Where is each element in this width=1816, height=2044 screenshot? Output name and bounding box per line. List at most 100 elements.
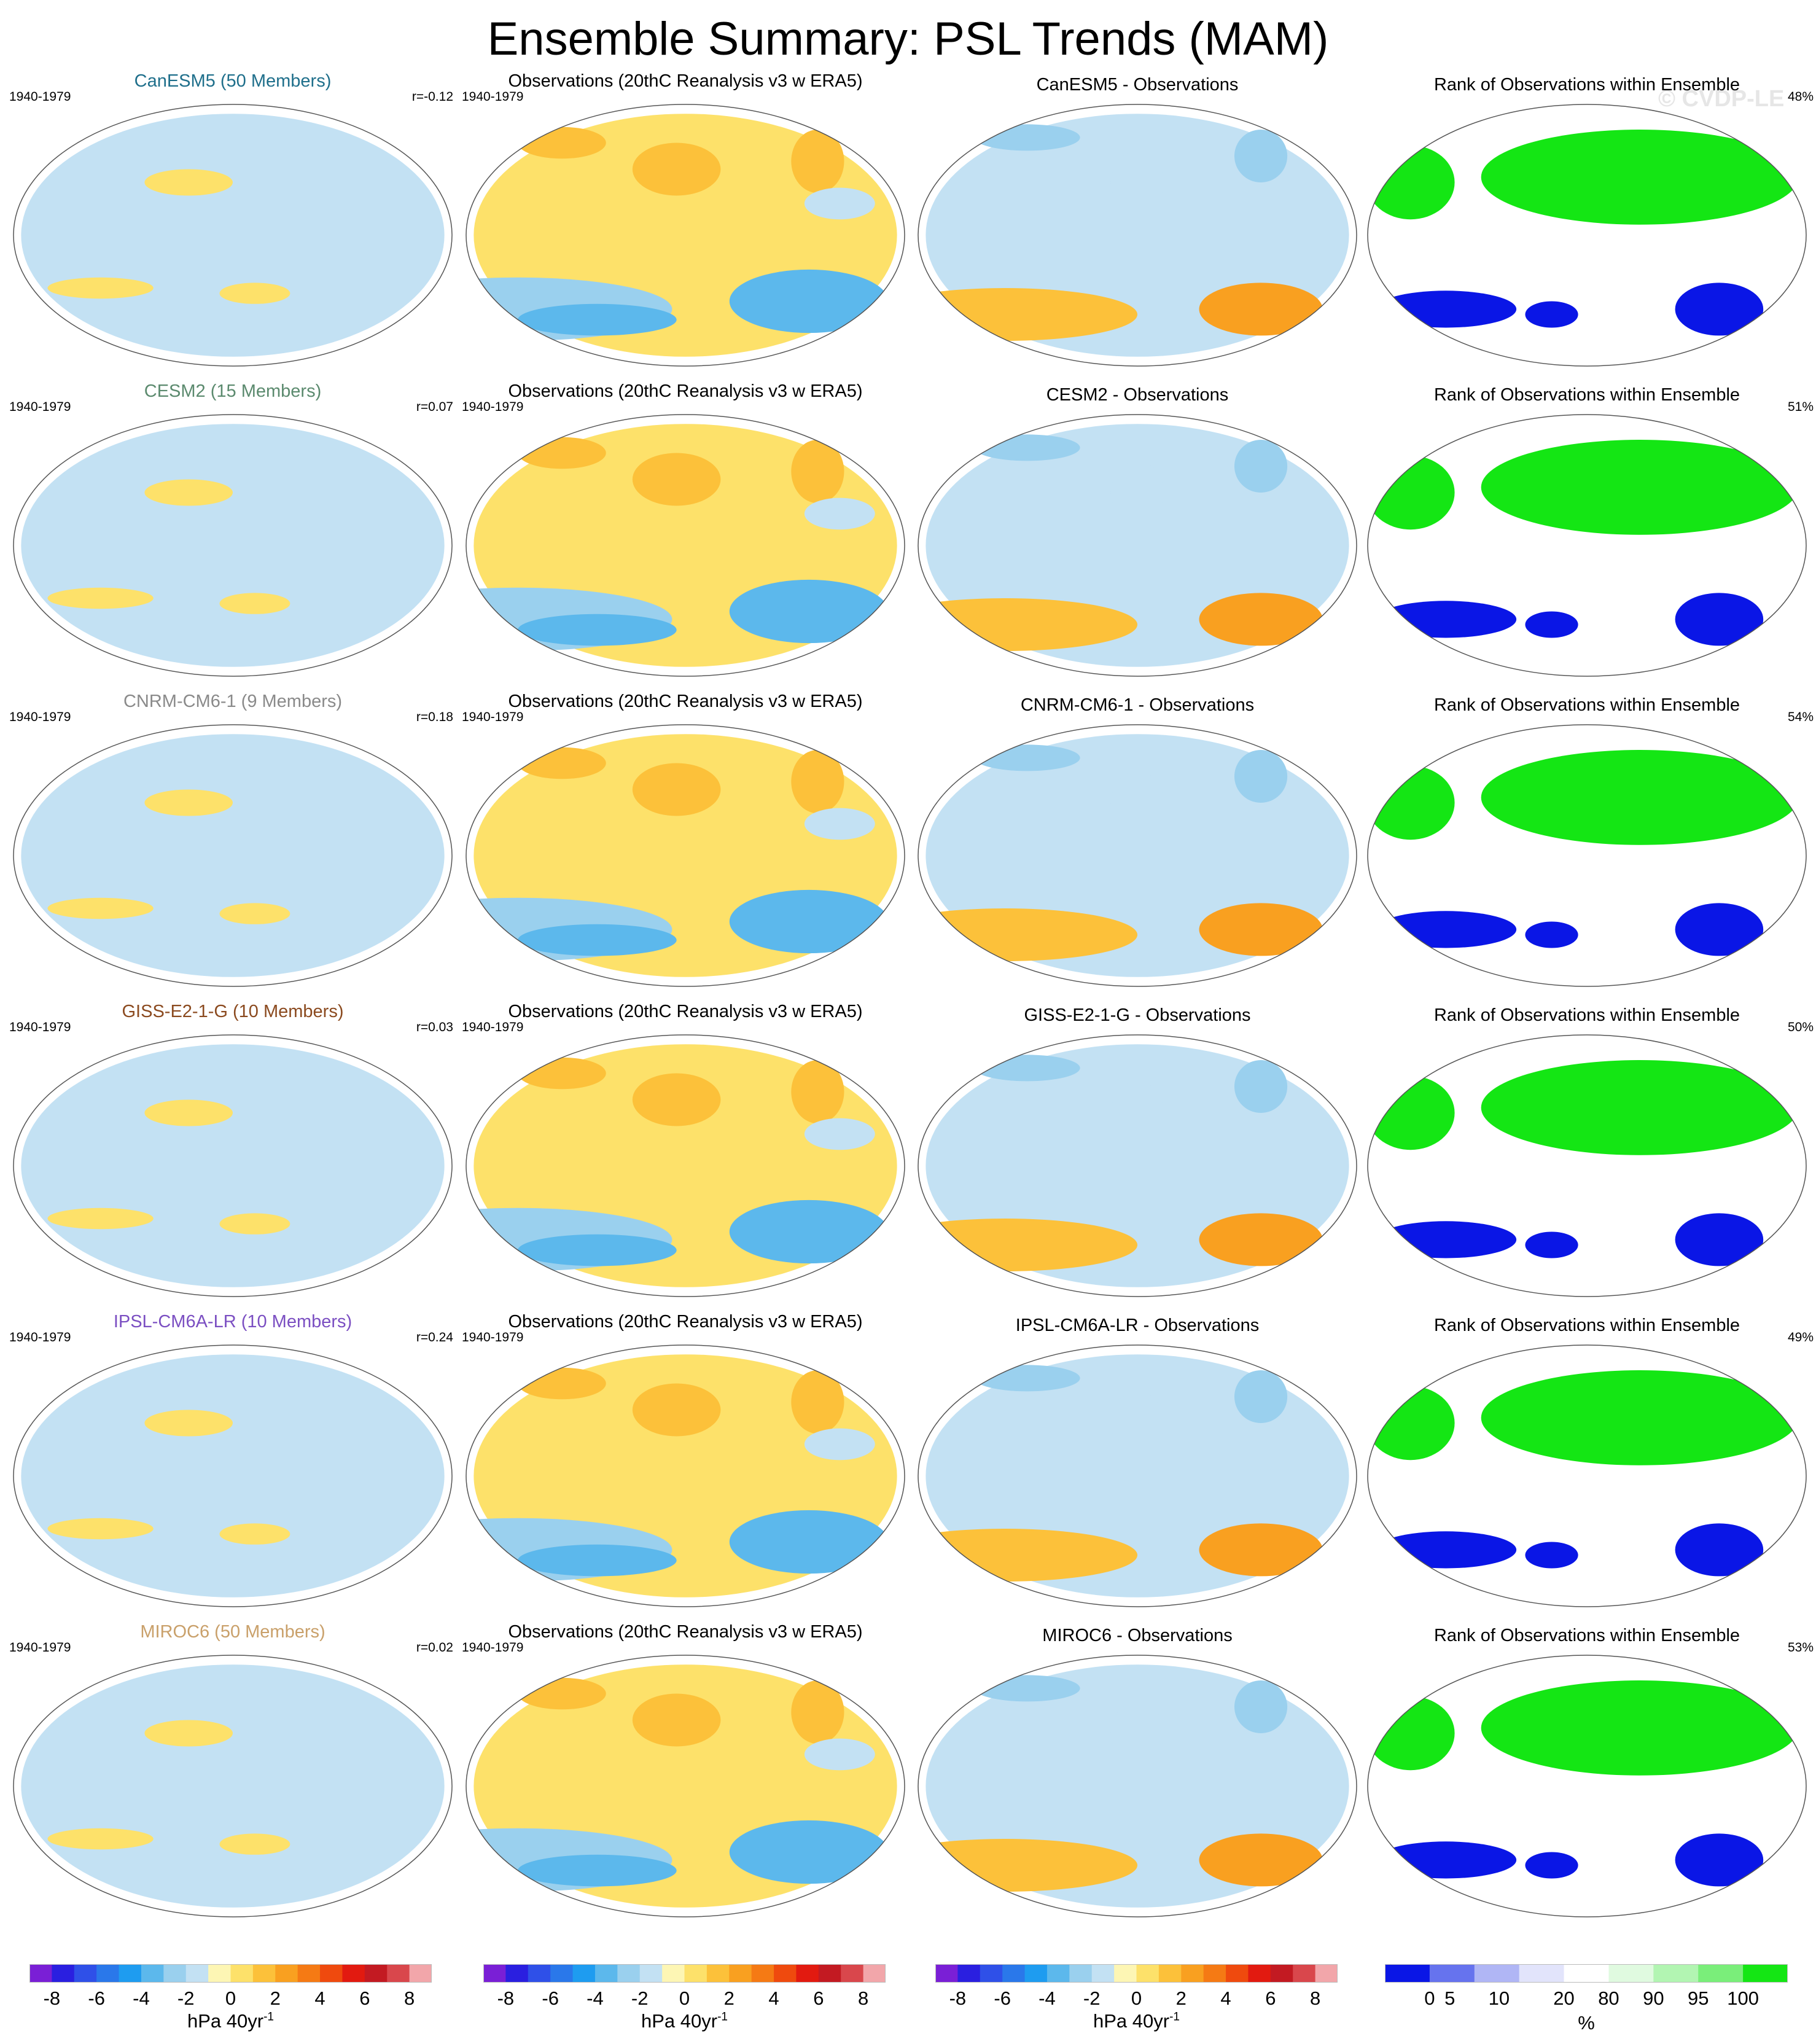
trend-contour-region [918,908,1137,961]
colorbar-tick-label: -6 [88,1987,105,2009]
trend-contour-region [791,440,844,504]
colorbar-swatch [1474,1964,1520,1983]
period-label: 1940-1979 [462,1640,524,1655]
rank-trend-map [1367,1655,1807,1917]
colorbar-swatch [342,1964,365,1983]
map-outline [13,1034,453,1297]
colorbar-swatch [52,1964,75,1983]
model-panel-title: CanESM5 (50 Members) [134,71,332,91]
trend-contour-region [144,169,233,196]
trend-contour-region [791,750,844,814]
colorbar-tick-label: 5 [1444,1987,1456,2009]
colorbar-swatch [505,1964,529,1983]
trend-contour-region [632,453,721,506]
colorbar-swatch [594,1964,618,1983]
period-label: 1940-1979 [9,1640,71,1655]
model-trend-map [13,1655,453,1917]
correlation-label: r=-0.12 [411,90,453,104]
trend-contour-region [1234,1370,1288,1423]
colorbar-swatch [1429,1964,1475,1983]
colorbar-tick-label: 0 [225,1987,236,2009]
colorbar-swatch [1203,1964,1226,1983]
trend-contour-region [1675,903,1764,956]
trend-contour-region [1368,1696,1455,1771]
trend-contour-region [791,1370,844,1434]
colorbar-swatch [1226,1964,1249,1983]
diff-trend-map [918,414,1357,677]
colorbar-tick-label: 4 [1220,1987,1231,2009]
trend-contour-region [1199,1213,1323,1266]
trend-contour-region [632,142,721,196]
obs-panel-title: Observations (20thC Reanalysis v3 w ERA5… [508,1622,863,1642]
rank-percent-label: 51% [1787,400,1814,414]
trend-contour-region [1110,771,1164,835]
trend-contour-region [918,1219,1137,1271]
trend-contour-region [974,1675,1080,1702]
trend-contour-region [729,579,889,644]
colorbar-swatch [163,1964,187,1983]
colorbar-tick-label: 8 [403,1987,415,2009]
trend-contour-region [1110,1391,1164,1455]
map-outline [466,1655,905,1917]
map-outline [918,104,1357,367]
period-label: 1940-1979 [9,90,71,104]
map-outline [918,414,1357,677]
colorbar-tick-label: -4 [133,1987,150,2009]
colorbar-swatch [980,1964,1003,1983]
colorbar-tick-label: -8 [949,1987,967,2009]
obs-trend-map [466,1344,905,1607]
trend-contour-region [1525,1852,1578,1879]
diff-trend-map [918,1655,1357,1917]
trend-contour-region [632,1693,721,1747]
colorbar [1385,1964,1788,1983]
trend-contour-region [1368,1075,1455,1150]
colorbar-tick-label: -2 [631,1987,649,2009]
trend-contour-region [918,1529,1137,1582]
colorbar-swatch [818,1964,841,1983]
trend-contour-region [918,1839,1137,1892]
trend-contour-region [918,288,1137,341]
colorbar-swatch [141,1964,164,1983]
trend-contour-region [632,1383,721,1437]
colorbar-unit-label: hPa 40yr-1 [1093,2010,1180,2032]
trend-contour-region [1481,1680,1799,1776]
colorbar-tick-label: 8 [1309,1987,1321,2009]
diff-trend-map [918,104,1357,367]
colorbar-swatch [230,1964,254,1983]
diff-panel-title: GISS-E2-1-G - Observations [1024,1005,1251,1025]
colorbar-swatch [1608,1964,1654,1983]
colorbar-swatch [1069,1964,1093,1983]
colorbar-tick-label: 95 [1687,1987,1709,2009]
colorbar-swatch [320,1964,343,1983]
obs-panel-title: Observations (20thC Reanalysis v3 w ERA5… [508,692,863,711]
trend-contour-region [1368,765,1455,840]
trend-contour-region [729,269,889,334]
map-outline [466,104,905,367]
map-outline [1367,724,1807,987]
map-outline [918,724,1357,987]
colorbar-tick-label: 6 [813,1987,824,2009]
colorbar-swatch [639,1964,663,1983]
trend-contour-region [729,889,889,954]
colorbar-swatch [935,1964,958,1983]
trend-contour-region [219,283,290,304]
trend-contour-region [219,1523,290,1545]
trend-contour-region [1675,283,1764,336]
colorbar-tick-label: 6 [359,1987,370,2009]
trend-contour-region [47,1828,154,1850]
trend-contour-region [1525,611,1578,638]
correlation-label: r=0.02 [416,1640,453,1655]
trend-contour-region [729,1820,889,1884]
model-panel-title: CNRM-CM6-1 (9 Members) [123,692,343,711]
colorbar-swatch [1653,1964,1699,1983]
colorbar-swatch [364,1964,388,1983]
watermark: © CVDP-LE [1658,86,1785,112]
trend-contour-region [791,1060,844,1124]
colorbar-swatch [684,1964,707,1983]
diff-panel-title: CESM2 - Observations [1046,385,1229,405]
trend-contour-region [974,124,1080,151]
colorbar-tick-label: -4 [1039,1987,1056,2009]
colorbar-tick-label: -8 [497,1987,515,2009]
trend-contour-region [219,903,290,924]
trend-contour-region [1110,150,1164,214]
